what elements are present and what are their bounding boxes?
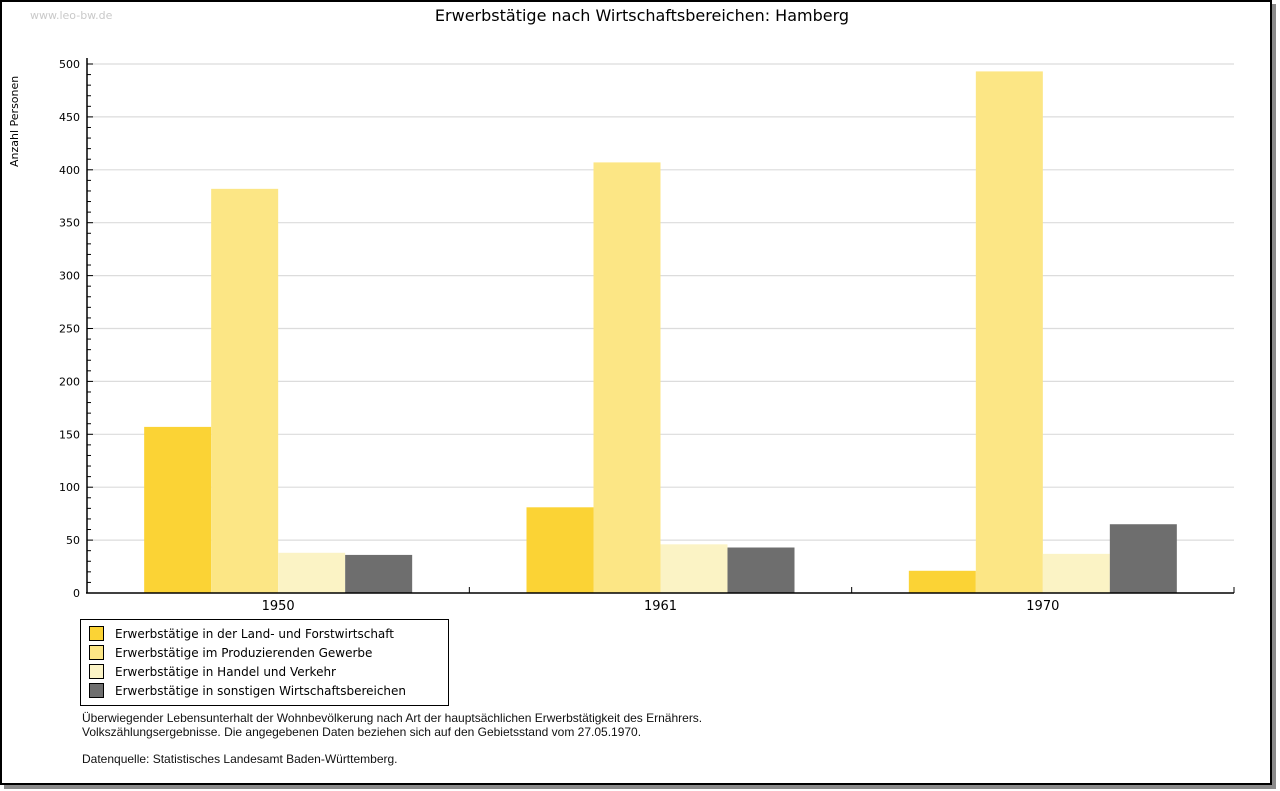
y-tick-label: 350	[59, 217, 80, 230]
bar	[593, 162, 661, 594]
bar	[526, 507, 594, 593]
legend-swatch-icon	[89, 664, 104, 679]
legend-box: Erwerbstätige in der Land- und Forstwirt…	[80, 619, 449, 706]
legend-label: Erwerbstätige in der Land- und Forstwirt…	[115, 626, 394, 641]
bar	[278, 552, 346, 593]
y-tick-label: 400	[59, 164, 80, 177]
bar	[1109, 524, 1177, 593]
y-tick-label: 500	[59, 58, 80, 71]
footnote-line: Überwiegender Lebensunterhalt der Wohnbe…	[82, 711, 703, 725]
bar	[144, 426, 212, 593]
y-tick-label: 300	[59, 270, 80, 283]
y-tick-label: 250	[59, 323, 80, 336]
legend-swatch-icon	[89, 645, 104, 660]
bar	[975, 71, 1043, 593]
page-title: Erwerbstätige nach Wirtschaftsbereichen:…	[434, 6, 850, 25]
bar	[211, 188, 279, 593]
x-tick-label: 1950	[262, 599, 295, 614]
bar	[345, 554, 413, 593]
watermark: www.leo-bw.de	[30, 9, 113, 22]
x-tick-label: 1961	[644, 599, 677, 614]
legend-item: Erwerbstätige in der Land- und Forstwirt…	[89, 624, 440, 643]
bar	[660, 544, 728, 593]
legend-swatch-icon	[89, 626, 104, 641]
bar	[1042, 553, 1110, 593]
legend-swatch-icon	[89, 683, 104, 698]
y-tick-label: 200	[59, 375, 80, 388]
y-tick-label: 0	[73, 587, 80, 600]
y-tick-label: 450	[59, 111, 80, 124]
data-source-line: Datenquelle: Statistisches Landesamt Bad…	[82, 752, 398, 766]
legend-label: Erwerbstätige in sonstigen Wirtschaftsbe…	[115, 683, 407, 698]
legend-item: Erwerbstätige in Handel und Verkehr	[89, 662, 440, 681]
legend-label: Erwerbstätige in Handel und Verkehr	[115, 664, 336, 679]
legend-label: Erwerbstätige im Produzierenden Gewerbe	[115, 645, 373, 660]
bar	[908, 570, 976, 593]
footnote-line: Volkszählungsergebnisse. Die angegebenen…	[82, 725, 642, 739]
bar	[727, 547, 795, 593]
legend-item: Erwerbstätige im Produzierenden Gewerbe	[89, 643, 440, 662]
y-tick-label: 50	[66, 534, 80, 547]
y-tick-label: 100	[59, 481, 80, 494]
bar-chart: 1950 1961 1970 0 50 100 150 200 250 300 350 400 450 5…	[59, 58, 1235, 614]
x-tick-label: 1970	[1026, 599, 1059, 614]
legend-item: Erwerbstätige in sonstigen Wirtschaftsbe…	[89, 681, 440, 700]
footnote: Überwiegender Lebensunterhalt der Wohnbe…	[82, 711, 702, 766]
y-tick-label: 150	[59, 428, 80, 441]
